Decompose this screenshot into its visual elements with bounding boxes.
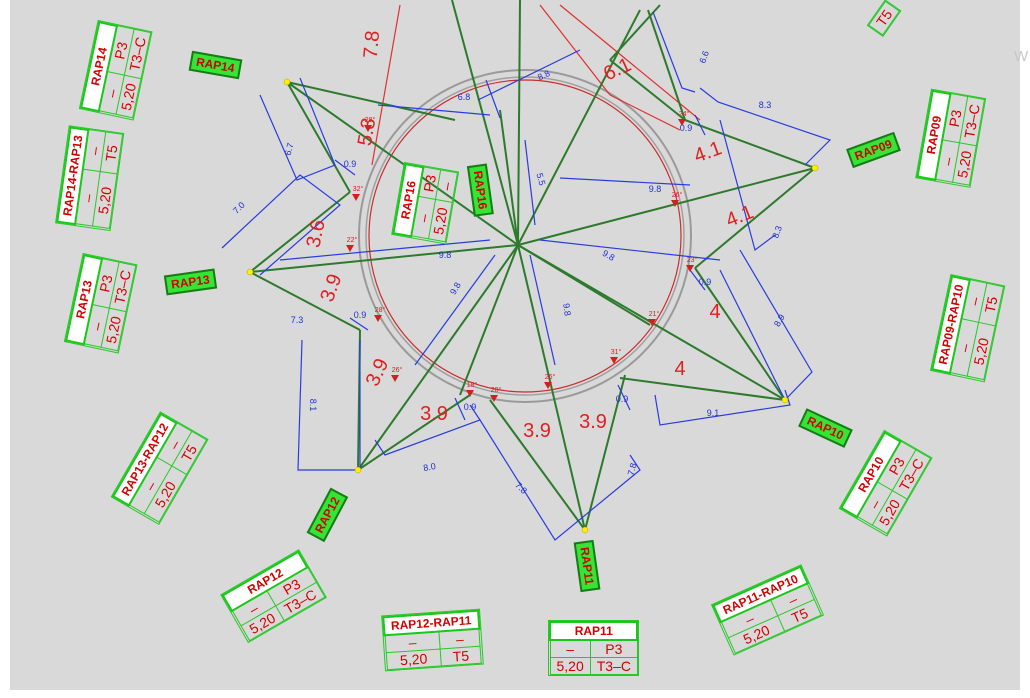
- angle-marker: [346, 245, 354, 252]
- angle-label: 26°: [672, 191, 683, 199]
- table-rap12-rap11: RAP12-RAP11 – – 5,20 T5: [381, 608, 484, 672]
- red-number: 5.3: [354, 116, 380, 147]
- node-points: [246, 78, 819, 534]
- red-number: 4: [674, 358, 685, 380]
- red-segment-numbers: 7.8 6.1 5.3 4.1 4.1 3.6 3.9 4 4 3.9 3.9 3.9 3.9: [302, 30, 756, 442]
- red-number: 4.1: [723, 201, 757, 232]
- red-number: 3.6: [302, 218, 329, 250]
- blue-dimension-lines: [221, 11, 832, 541]
- red-number: 4: [709, 301, 720, 323]
- red-number: 4.1: [691, 137, 725, 167]
- dimension-value: 9.8: [561, 303, 573, 317]
- table-cell: 5,20: [385, 648, 442, 670]
- dimension-value: 0.9: [680, 123, 693, 133]
- angle-label: 28°: [375, 306, 386, 314]
- table-title: RAP11: [548, 621, 639, 641]
- red-number: 3.9: [523, 420, 551, 442]
- dimension-value: 7.3: [291, 315, 304, 325]
- angle-marker: [352, 194, 360, 201]
- red-number: 3.9: [362, 355, 394, 390]
- angle-marker: [686, 265, 694, 272]
- angle-label: 28°: [365, 116, 376, 124]
- dimension-value: 8.3: [759, 100, 772, 110]
- watermark-text: W: [1014, 48, 1029, 65]
- angle-marker: [466, 390, 474, 397]
- left-margin: [0, 0, 10, 698]
- angle-label: 31°: [611, 348, 622, 356]
- table-cell: P3: [589, 639, 638, 658]
- dimension-value: 9.8: [649, 184, 662, 194]
- dimension-value: 7.0: [231, 200, 247, 216]
- angle-marker: [610, 357, 618, 364]
- angle-marker: [374, 315, 382, 322]
- angle-marker: [364, 125, 372, 132]
- blue-dimension-values: 6.8 8.8 6.6 8.3 6.7 0.9 5.5 9.8 8.3 7.0 9.8 9.8 0.9 8…: [231, 49, 787, 495]
- table-cell: –: [435, 169, 458, 203]
- red-number: 3.9: [316, 271, 346, 305]
- table-cell: T3–C: [589, 657, 638, 675]
- table-cell: –: [549, 639, 591, 658]
- angle-markers: 28° 24° 32° 26° 23° 22° 28° 21° 26° 31° 18° 26° 28°: [346, 110, 697, 402]
- dimension-value: 9.8: [448, 281, 463, 297]
- table-cell: T5: [440, 646, 482, 666]
- dimension-value: 8.0: [422, 461, 436, 473]
- dimension-value: 6.8: [458, 92, 471, 102]
- dimension-value: 0.9: [344, 159, 357, 169]
- angle-marker: [544, 382, 552, 389]
- dimension-value: 8.1: [308, 399, 318, 412]
- red-guide-lines: [371, 4, 701, 166]
- dimension-value: 7.8: [626, 462, 639, 477]
- angle-label: 24°: [679, 110, 690, 118]
- dimension-value: 8.3: [770, 224, 784, 239]
- dimension-value: 0.9: [616, 394, 629, 404]
- angle-label: 23°: [687, 256, 698, 264]
- dimension-value: 6.7: [283, 142, 296, 157]
- dimension-value: 6.6: [697, 49, 711, 64]
- dimension-value: 8.8: [536, 68, 552, 82]
- right-margin: [1020, 0, 1030, 698]
- dimension-value: 0.9: [464, 402, 477, 412]
- angle-marker: [490, 395, 498, 402]
- dimension-value: 7.8: [513, 480, 529, 496]
- dimension-value: 9.1: [707, 408, 720, 418]
- dimension-value: 0.9: [354, 310, 367, 320]
- angle-marker: [671, 200, 679, 207]
- red-number: 7.8: [360, 30, 384, 60]
- bottom-margin: [0, 690, 1030, 698]
- angle-marker: [648, 319, 656, 326]
- dimension-value: 9.8: [601, 248, 617, 263]
- angle-label: 26°: [545, 373, 556, 381]
- dimension-value: 0.9: [699, 277, 712, 287]
- red-number: 3.9: [420, 403, 448, 425]
- dimension-value: 9.8: [439, 250, 452, 260]
- angle-label: 21°: [649, 310, 660, 318]
- dimension-value: 5.5: [534, 172, 547, 187]
- angle-label: 22°: [347, 236, 358, 244]
- angle-marker: [678, 119, 686, 126]
- angle-label: 32°: [353, 185, 364, 193]
- angle-label: 26°: [392, 366, 403, 374]
- angle-label: 28°: [491, 386, 502, 394]
- angle-label: 18°: [467, 381, 478, 389]
- red-number: 6.1: [600, 54, 635, 86]
- angle-marker: [391, 375, 399, 382]
- table-cell: 5,20: [549, 657, 591, 675]
- red-number: 3.9: [579, 411, 607, 433]
- green-structural-lines: [249, 0, 816, 531]
- table-rap11: RAP11 – P3 5,20 T3–C: [548, 620, 640, 676]
